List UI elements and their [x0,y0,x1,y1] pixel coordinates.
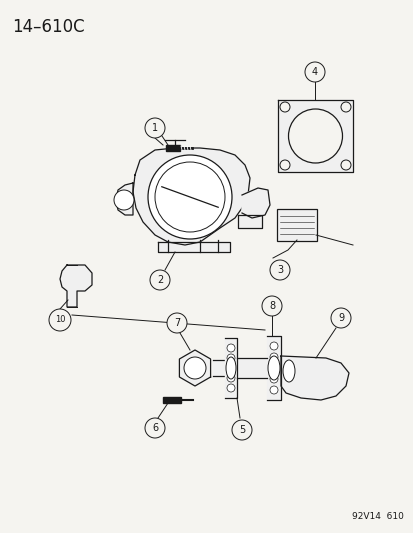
Circle shape [183,357,206,379]
Circle shape [114,190,134,210]
Polygon shape [60,265,92,307]
Polygon shape [163,397,180,403]
Circle shape [226,354,235,362]
Circle shape [226,344,235,352]
Circle shape [279,160,289,170]
Text: 2: 2 [157,275,163,285]
Circle shape [269,386,277,394]
Polygon shape [242,188,269,218]
Polygon shape [158,242,230,252]
Circle shape [304,62,324,82]
Polygon shape [224,338,236,398]
Text: 6: 6 [152,423,158,433]
Polygon shape [277,100,352,172]
Text: 3: 3 [276,265,282,275]
Circle shape [226,384,235,392]
Polygon shape [266,336,280,400]
Circle shape [330,308,350,328]
Text: 4: 4 [311,67,317,77]
Text: 1: 1 [152,123,158,133]
FancyBboxPatch shape [276,209,316,241]
Circle shape [150,270,170,290]
Circle shape [340,102,350,112]
Circle shape [340,160,350,170]
Circle shape [269,364,277,372]
Polygon shape [236,358,266,378]
Ellipse shape [267,356,279,380]
Circle shape [166,313,187,333]
Ellipse shape [225,357,235,379]
Polygon shape [212,360,224,376]
Polygon shape [237,215,261,228]
Circle shape [231,420,252,440]
Circle shape [288,109,342,163]
Text: 5: 5 [238,425,244,435]
Circle shape [269,375,277,383]
Circle shape [269,260,289,280]
Polygon shape [133,148,249,245]
Text: 9: 9 [337,313,343,323]
Ellipse shape [282,360,294,382]
Circle shape [269,353,277,361]
Text: 92V14  610: 92V14 610 [351,512,403,521]
Polygon shape [116,183,133,215]
Polygon shape [179,350,210,386]
Circle shape [261,296,281,316]
Circle shape [145,118,165,138]
Circle shape [269,342,277,350]
Circle shape [145,418,165,438]
Text: 10: 10 [55,316,65,325]
Polygon shape [280,356,348,400]
Polygon shape [166,145,180,151]
Circle shape [226,364,235,372]
Circle shape [49,309,71,331]
Text: 14–610C: 14–610C [12,18,84,36]
Circle shape [226,374,235,382]
Circle shape [147,155,231,239]
Text: 7: 7 [173,318,180,328]
Text: 8: 8 [268,301,274,311]
Circle shape [279,102,289,112]
